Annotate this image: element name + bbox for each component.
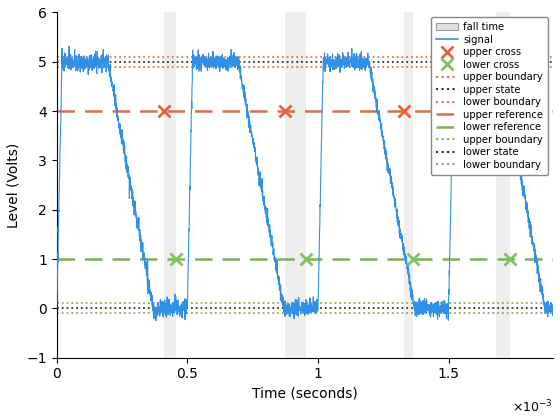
Text: $\times10^{-3}$: $\times10^{-3}$ (512, 399, 553, 416)
Bar (496, 13, 510, 358)
Y-axis label: Level (Volts): Level (Volts) (7, 142, 21, 228)
Bar (404, 13, 413, 358)
X-axis label: Time (seconds): Time (seconds) (252, 387, 358, 401)
Bar (285, 13, 306, 358)
Bar (164, 13, 176, 358)
Legend: fall time, signal, upper cross, lower cross, upper boundary, upper state, lower : fall time, signal, upper cross, lower cr… (431, 18, 548, 175)
